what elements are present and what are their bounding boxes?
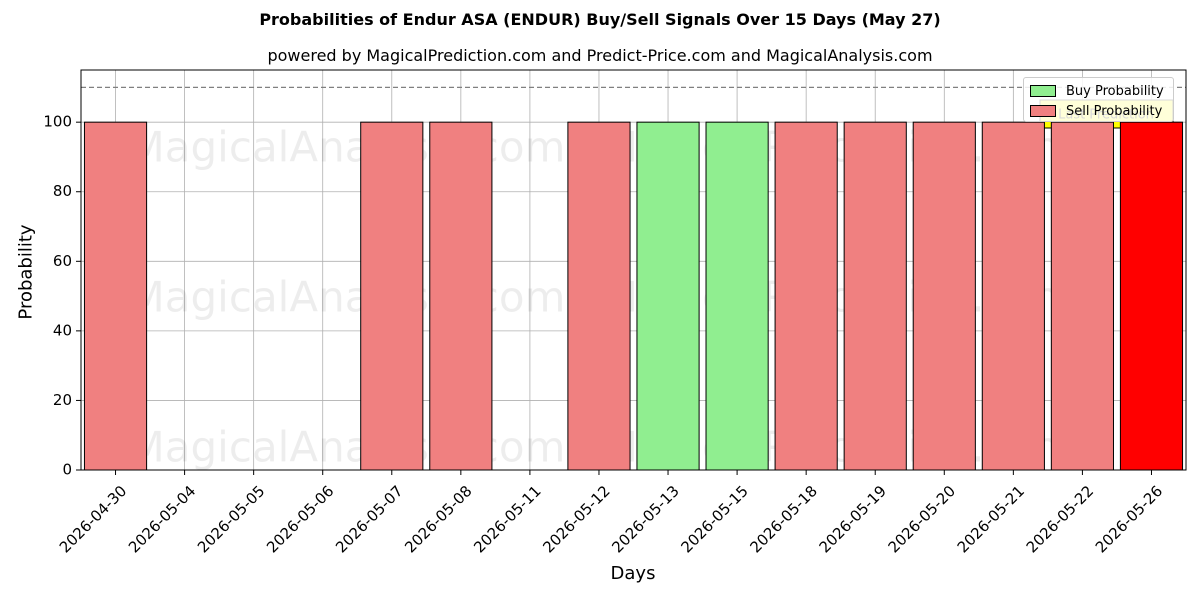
x-tick-label: 2026-05-04 [125,482,199,556]
sell-bar [83,121,148,471]
legend-label-buy: Buy Probability [1066,83,1164,99]
x-tick-label: 2026-05-15 [677,482,751,556]
legend-swatch-sell [1030,105,1056,117]
y-tick-label: 40 [53,321,72,339]
legend-label-sell: Sell Probability [1066,103,1163,119]
x-tick-label: 2026-05-11 [470,482,544,556]
y-tick-label: 20 [53,391,72,409]
x-tick-label: 2026-05-07 [332,482,406,556]
y-tick-label: 60 [53,252,72,270]
x-tick-label: 2026-05-21 [954,482,1028,556]
watermark-text: MagicalAnalysis.com [129,123,566,172]
sell-bar [912,121,976,471]
y-tick-label: 100 [43,113,72,131]
sell-bar [1119,121,1184,471]
chart-title: Probabilities of Endur ASA (ENDUR) Buy/S… [259,10,941,29]
sell-bar [774,121,838,471]
sell-bar [567,121,631,471]
chart-legend: Buy Probability Sell Probability [1023,77,1174,122]
sell-bar [1050,121,1114,471]
x-tick-label: 2026-04-30 [56,482,130,556]
x-tick-label: 2026-05-12 [539,482,613,556]
sell-bar [429,121,493,471]
plot-frame [80,69,1187,471]
y-tick-label: 0 [62,461,72,479]
x-tick-label: 2026-05-20 [885,482,959,556]
legend-item-sell: Sell Probability [1030,101,1167,121]
buy-bar [705,121,769,471]
x-tick-label: 2026-05-26 [1092,482,1166,556]
legend-swatch-buy [1030,85,1056,97]
sell-bar [843,121,907,471]
y-tick-label: 80 [53,182,72,200]
watermark-text: MagicalAnalysis.com [129,273,566,322]
chart-subtitle: powered by MagicalPrediction.com and Pre… [267,46,933,65]
sell-bar [981,121,1045,471]
x-axis-label: Days [610,563,656,584]
x-tick-label: 2026-05-19 [816,482,890,556]
x-tick-label: 2026-05-08 [401,482,475,556]
x-tick-label: 2026-05-22 [1023,482,1097,556]
x-tick-label: 2026-05-06 [263,482,337,556]
x-tick-label: 2026-05-05 [194,482,268,556]
buy-bar [636,121,700,471]
watermark-text: MagicalAnalysis.com [129,423,566,472]
sell-bar [360,121,424,471]
x-tick-label: 2026-05-18 [747,482,821,556]
legend-item-buy: Buy Probability [1030,81,1167,101]
x-tick-label: 2026-05-13 [608,482,682,556]
